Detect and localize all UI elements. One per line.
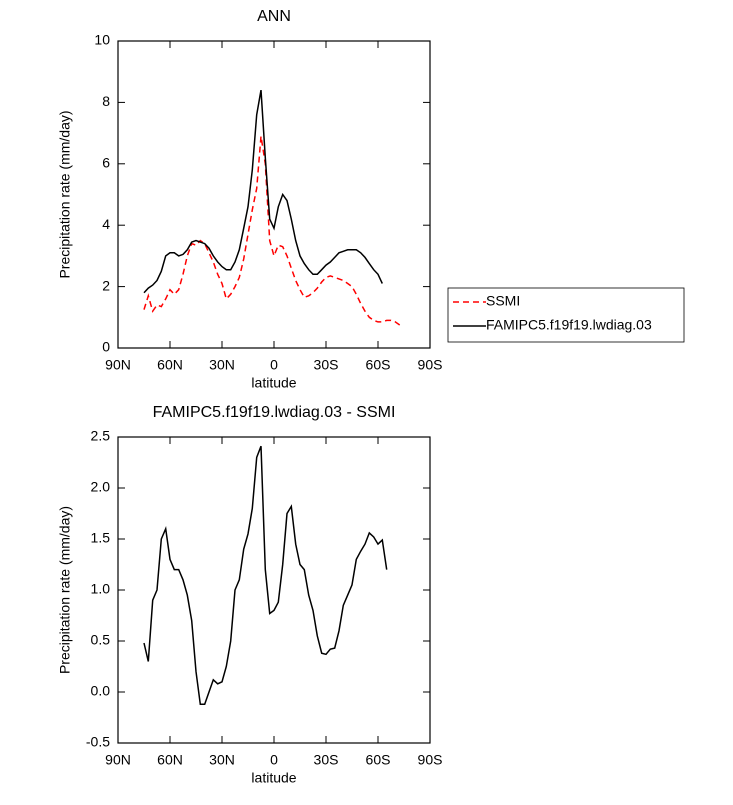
- x-tick-label: 90S: [418, 752, 443, 768]
- plot-frame: [117, 40, 431, 349]
- y-tick-label: 6: [102, 155, 110, 171]
- chart-title: ANN: [257, 8, 291, 25]
- x-axis-label: latitude: [251, 770, 296, 786]
- legend-box: [447, 287, 685, 343]
- x-tick-label: 90N: [105, 357, 131, 373]
- y-axis-label: Precipitation rate (mm/day): [57, 506, 73, 674]
- y-tick-label: 0.5: [91, 632, 111, 648]
- x-axis-label: latitude: [251, 375, 296, 391]
- y-axis-label: Precipitation rate (mm/day): [57, 110, 73, 278]
- legend-label: SSMI: [486, 293, 520, 309]
- plot-frame: [117, 436, 431, 744]
- y-tick-label: 0.0: [91, 683, 111, 699]
- x-tick-label: 30S: [314, 752, 339, 768]
- y-tick-label: -0.5: [86, 734, 110, 750]
- x-tick-label: 30N: [209, 752, 235, 768]
- x-tick-label: 60S: [366, 752, 391, 768]
- x-tick-label: 60S: [366, 357, 391, 373]
- legend-label: FAMIPC5.f19f19.lwdiag.03: [486, 317, 652, 333]
- y-tick-label: 2.0: [91, 479, 111, 495]
- y-tick-label: 1.0: [91, 581, 111, 597]
- x-tick-label: 60N: [157, 357, 183, 373]
- x-tick-label: 90N: [105, 752, 131, 768]
- data-line: [143, 136, 401, 326]
- y-tick-label: 2: [102, 277, 110, 293]
- x-tick-label: 30S: [314, 357, 339, 373]
- y-tick-label: 4: [102, 216, 110, 232]
- data-line: [143, 89, 383, 294]
- x-tick-label: 60N: [157, 752, 183, 768]
- y-tick-label: 8: [102, 93, 110, 109]
- y-tick-label: 1.5: [91, 530, 111, 546]
- chart-title: FAMIPC5.f19f19.lwdiag.03 - SSMI: [153, 404, 396, 421]
- x-tick-label: 0: [270, 752, 278, 768]
- y-tick-label: 10: [94, 32, 110, 48]
- x-tick-label: 90S: [418, 357, 443, 373]
- y-tick-label: 0: [102, 339, 110, 355]
- x-tick-label: 30N: [209, 357, 235, 373]
- x-tick-label: 0: [270, 357, 278, 373]
- data-line: [143, 445, 388, 705]
- y-tick-label: 2.5: [91, 428, 111, 444]
